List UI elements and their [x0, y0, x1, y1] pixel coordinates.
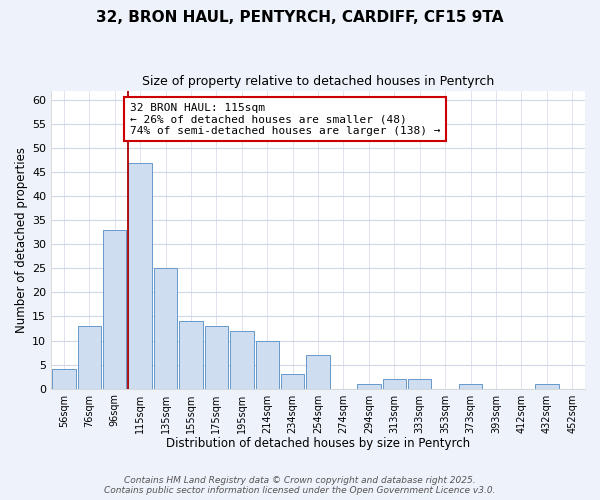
Title: Size of property relative to detached houses in Pentyrch: Size of property relative to detached ho…	[142, 75, 494, 88]
Bar	[281, 374, 304, 388]
Bar	[408, 379, 431, 388]
Bar	[179, 322, 203, 388]
Bar	[154, 268, 177, 388]
Text: 32, BRON HAUL, PENTYRCH, CARDIFF, CF15 9TA: 32, BRON HAUL, PENTYRCH, CARDIFF, CF15 9…	[96, 10, 504, 25]
Bar	[77, 326, 101, 388]
Bar	[459, 384, 482, 388]
X-axis label: Distribution of detached houses by size in Pentyrch: Distribution of detached houses by size …	[166, 437, 470, 450]
Bar	[256, 340, 279, 388]
Bar	[52, 370, 76, 388]
Bar	[383, 379, 406, 388]
Bar	[535, 384, 559, 388]
Text: 32 BRON HAUL: 115sqm
← 26% of detached houses are smaller (48)
74% of semi-detac: 32 BRON HAUL: 115sqm ← 26% of detached h…	[130, 102, 440, 136]
Text: Contains HM Land Registry data © Crown copyright and database right 2025.
Contai: Contains HM Land Registry data © Crown c…	[104, 476, 496, 495]
Bar	[205, 326, 228, 388]
Bar	[307, 355, 330, 388]
Bar	[357, 384, 380, 388]
Bar	[103, 230, 127, 388]
Y-axis label: Number of detached properties: Number of detached properties	[15, 146, 28, 332]
Bar	[230, 331, 254, 388]
Bar	[128, 162, 152, 388]
